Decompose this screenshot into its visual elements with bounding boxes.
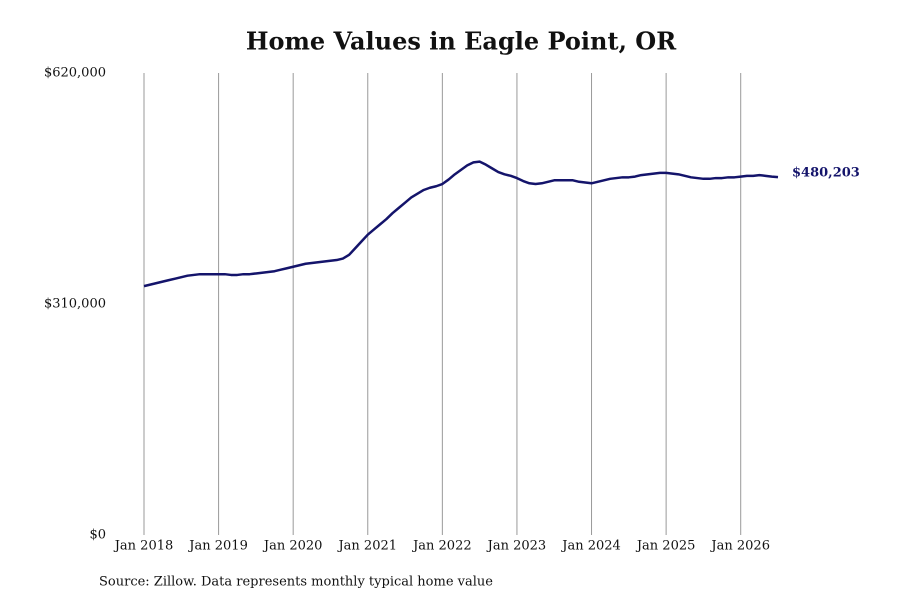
y-tick-label: $0 [89, 528, 106, 543]
x-tick-label: Jan 2022 [411, 539, 472, 554]
x-tick-label: Jan 2023 [486, 539, 547, 554]
x-tick-label: Jan 2019 [187, 539, 248, 554]
source-note: Source: Zillow. Data represents monthly … [99, 575, 493, 590]
y-tick-label: $310,000 [44, 297, 106, 312]
x-tick-label: Jan 2020 [262, 539, 323, 554]
end-value-label: $480,203 [792, 166, 860, 181]
chart-title: Home Values in Eagle Point, OR [246, 27, 677, 56]
x-tick-label: Jan 2024 [560, 539, 621, 554]
y-tick-label: $620,000 [44, 66, 106, 81]
x-tick-label: Jan 2018 [113, 539, 174, 554]
x-tick-label: Jan 2025 [635, 539, 696, 554]
x-tick-label: Jan 2026 [709, 539, 770, 554]
x-tick-label: Jan 2021 [336, 539, 397, 554]
line-series [143, 160, 779, 288]
